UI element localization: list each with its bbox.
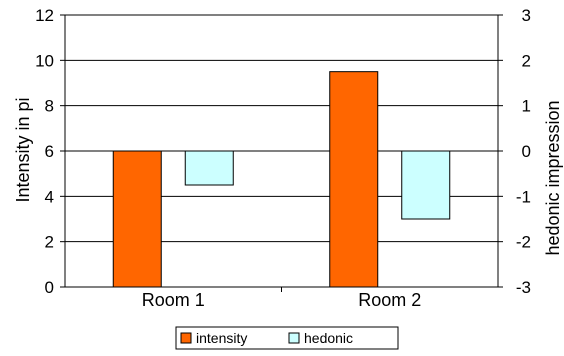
legend-label-intensity: intensity xyxy=(196,330,247,346)
y-right-tick-label: -2 xyxy=(516,233,531,252)
legend-swatch-hedonic xyxy=(288,332,300,344)
y-right-tick-label: 2 xyxy=(522,51,531,70)
y-left-tick-label: 10 xyxy=(35,51,54,70)
legend-swatch-intensity xyxy=(180,332,192,344)
y-left-tick-label: 12 xyxy=(35,6,54,25)
y-right-tick-label: -3 xyxy=(516,278,531,297)
y-left-tick-label: 8 xyxy=(45,97,54,116)
legend: intensity hedonic xyxy=(175,326,399,350)
y-right-tick-label: 3 xyxy=(522,6,531,25)
y-left-tick-label: 2 xyxy=(45,233,54,252)
y-axis-right-label: hedonic impression xyxy=(543,100,563,255)
bars xyxy=(112,71,451,288)
legend-box xyxy=(175,326,399,350)
y-left-tick-label: 4 xyxy=(45,187,54,206)
bar-hedonic xyxy=(184,150,234,186)
y-right-tick-label: 0 xyxy=(522,142,531,161)
legend-label-hedonic: hedonic xyxy=(304,330,353,346)
bar-hedonic xyxy=(401,150,451,220)
y-right-tick-label: -1 xyxy=(516,187,531,206)
y-left-tick-label: 0 xyxy=(45,278,54,297)
axes xyxy=(60,14,503,292)
y-axis-left-label: Intensity in pi xyxy=(13,97,33,202)
x-category-label: Room 2 xyxy=(358,290,421,310)
bar-intensity xyxy=(112,150,162,288)
y-right-tick-label: 1 xyxy=(522,97,531,116)
y-left-tick-label: 6 xyxy=(45,142,54,161)
bar-intensity xyxy=(329,71,379,288)
x-category-label: Room 1 xyxy=(142,290,205,310)
tick-labels: 0 -3 2 -2 4 -1 6 0 8 1 10 2 12 3 Room 1 Room 2 xyxy=(35,6,531,310)
